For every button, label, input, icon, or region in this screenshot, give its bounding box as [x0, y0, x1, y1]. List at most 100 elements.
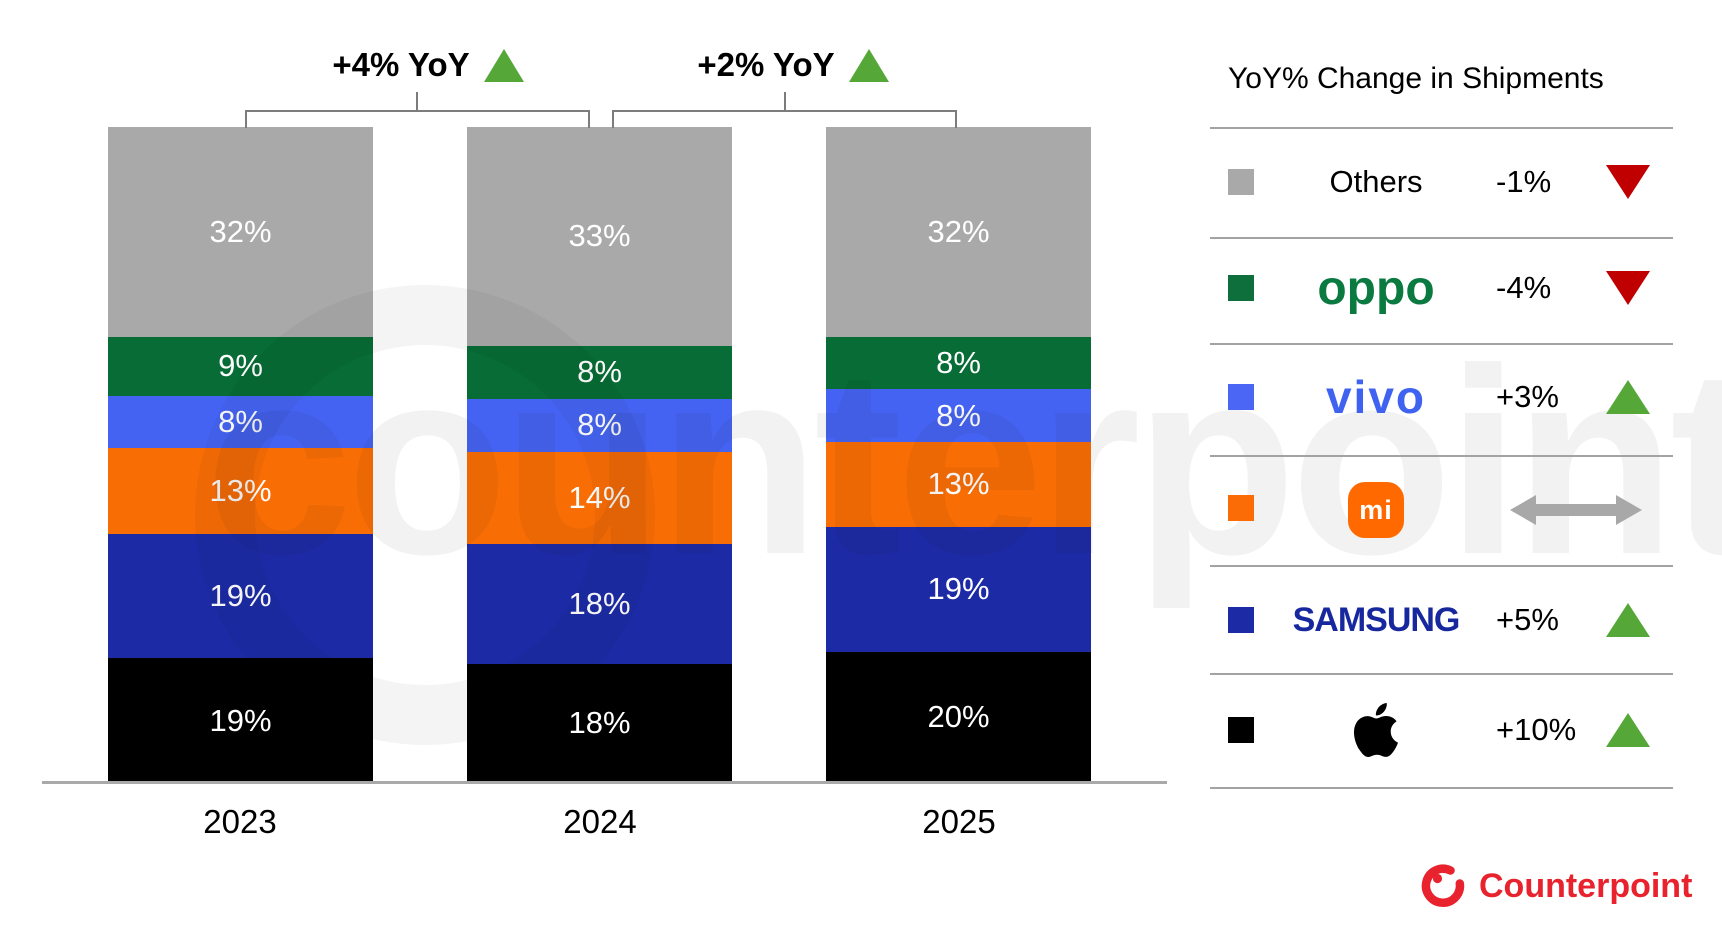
- bar-segment-value: 18%: [568, 705, 631, 741]
- bar-segment-samsung-2023: 19%: [108, 533, 373, 659]
- bracket-end: [612, 110, 614, 128]
- samsung-logo: SAMSUNG: [1292, 600, 1461, 639]
- up-triangle-icon: [1606, 380, 1650, 414]
- others-change: -1%: [1496, 164, 1552, 199]
- x-axis-label-2023: 2023: [203, 803, 277, 840]
- vivo-logo: vivo: [1325, 371, 1427, 423]
- bracket-end: [955, 110, 957, 128]
- counterpoint-logo: Counterpoint: [1420, 862, 1692, 910]
- bar-segment-oppo-2024: 8%: [467, 345, 732, 399]
- bar-segment-value: 8%: [577, 354, 622, 390]
- yoy-annotation-2023-2024: +4% YoY: [268, 44, 588, 86]
- bar-segment-value: 8%: [936, 345, 981, 381]
- legend-divider: [1210, 455, 1673, 457]
- up-triangle-icon: [1606, 603, 1650, 637]
- vivo-trend: [1606, 367, 1650, 427]
- legend-divider: [1210, 787, 1673, 789]
- legend-divider: [1210, 673, 1673, 675]
- bracket-line: [245, 110, 590, 112]
- xiaomi-trend: [1510, 480, 1642, 540]
- bracket-stem: [416, 92, 418, 110]
- apple-logo-box: [1270, 700, 1482, 760]
- legend-divider: [1210, 565, 1673, 567]
- down-triangle-icon: [1606, 165, 1650, 199]
- bar-segment-apple-2023: 19%: [108, 658, 373, 783]
- xiaomi-mi-logo: mi: [1348, 482, 1404, 538]
- bar-segment-xiaomi-2025: 13%: [826, 441, 1091, 528]
- apple-logo-icon: [1354, 703, 1398, 758]
- bracket-line: [612, 110, 957, 112]
- bar-segment-value: 20%: [927, 699, 990, 735]
- apple-change: +10%: [1496, 712, 1577, 747]
- bar-segment-vivo-2024: 8%: [467, 398, 732, 452]
- bar-segment-value: 13%: [927, 466, 990, 502]
- others-color-swatch: [1228, 169, 1254, 195]
- legend-row-apple: +10%: [1210, 700, 1673, 760]
- bar-segment-vivo-2023: 8%: [108, 395, 373, 449]
- bar-segment-value: 19%: [209, 702, 272, 738]
- bar-segment-xiaomi-2024: 14%: [467, 451, 732, 545]
- bar-segment-value: 19%: [209, 577, 272, 613]
- up-triangle-icon: [483, 48, 524, 82]
- bar-segment-apple-2025: 20%: [826, 651, 1091, 783]
- legend-divider: [1210, 237, 1673, 239]
- bar-segment-value: 18%: [568, 586, 631, 622]
- oppo-trend: [1606, 258, 1650, 318]
- legend-panel: YoY% Change in Shipments Others -1% oppo…: [1210, 0, 1680, 951]
- apple-trend: [1606, 700, 1650, 760]
- bar-segment-xiaomi-2023: 13%: [108, 448, 373, 534]
- legend-title: YoY% Change in Shipments: [1228, 62, 1604, 95]
- counterpoint-logo-text: Counterpoint: [1479, 866, 1693, 905]
- bar-segment-value: 13%: [209, 473, 272, 509]
- bar-segment-value: 32%: [927, 213, 990, 249]
- bar-segment-samsung-2024: 18%: [467, 544, 732, 664]
- others-trend: [1606, 152, 1650, 212]
- counterpoint-logo-icon: [1421, 864, 1465, 907]
- oppo-color-swatch: [1228, 275, 1254, 301]
- bar-segment-apple-2024: 18%: [467, 663, 732, 783]
- oppo-change: -4%: [1496, 270, 1552, 305]
- xiaomi-logo-box: mi: [1270, 480, 1482, 540]
- bracket-stem: [784, 92, 786, 110]
- vivo-change: +3%: [1496, 379, 1559, 414]
- bar-segment-value: 8%: [218, 404, 263, 440]
- others-label-box: Others: [1270, 152, 1482, 212]
- flat-double-arrow-icon: [1510, 495, 1642, 525]
- yoy-annotation-2024-2025: +2% YoY: [633, 44, 953, 86]
- bracket-end: [588, 110, 590, 128]
- yoy-annotation-label: +2% YoY: [697, 46, 835, 83]
- up-triangle-icon: [1606, 713, 1650, 747]
- others-label: Others: [1329, 164, 1423, 199]
- legend-row-oppo: oppo -4%: [1210, 258, 1673, 318]
- legend-divider: [1210, 127, 1673, 129]
- bar-segment-others-2024: 33%: [467, 127, 732, 346]
- bar-segment-oppo-2023: 9%: [108, 336, 373, 396]
- bar-segment-samsung-2025: 19%: [826, 527, 1091, 652]
- samsung-trend: [1606, 590, 1650, 650]
- samsung-logo-box: SAMSUNG: [1270, 590, 1482, 650]
- bar-segment-value: 8%: [577, 407, 622, 443]
- oppo-logo: oppo: [1317, 261, 1435, 315]
- down-triangle-icon: [1606, 271, 1650, 305]
- legend-row-samsung: SAMSUNG +5%: [1210, 590, 1673, 650]
- bar-segment-value: 9%: [218, 348, 263, 384]
- samsung-change: +5%: [1496, 602, 1559, 637]
- bar-segment-oppo-2025: 8%: [826, 336, 1091, 390]
- stacked-bar-2023: 32% 9% 8% 13% 19% 19%: [108, 127, 373, 783]
- legend-row-xiaomi: mi: [1210, 480, 1673, 540]
- legend-row-vivo: vivo +3%: [1210, 367, 1673, 427]
- legend-row-others: Others -1%: [1210, 152, 1673, 212]
- bar-segment-others-2023: 32%: [108, 127, 373, 337]
- bar-segment-value: 8%: [936, 397, 981, 433]
- oppo-logo-box: oppo: [1270, 258, 1482, 318]
- x-axis-label-2024: 2024: [563, 803, 637, 840]
- bar-segment-value: 32%: [209, 213, 272, 249]
- samsung-color-swatch: [1228, 607, 1254, 633]
- yoy-annotation-label: +4% YoY: [332, 46, 470, 83]
- legend-divider: [1210, 343, 1673, 345]
- bracket-end: [245, 110, 247, 128]
- vivo-logo-box: vivo: [1270, 367, 1482, 427]
- x-axis-label-2025: 2025: [922, 803, 996, 840]
- bar-segment-value: 33%: [568, 218, 631, 254]
